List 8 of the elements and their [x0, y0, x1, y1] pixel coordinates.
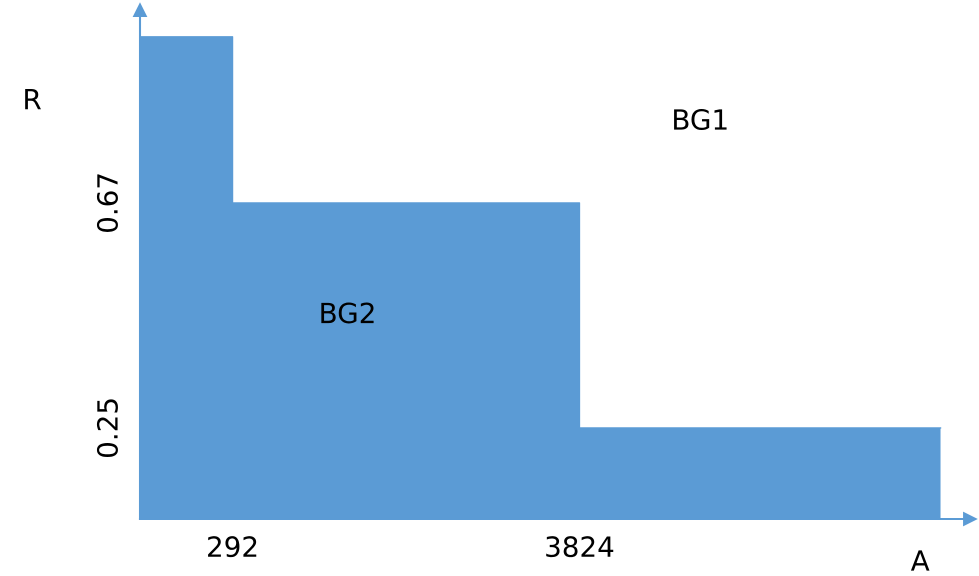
y-tick-label: 0.67: [96, 174, 118, 232]
x-tick-label: 292: [208, 536, 256, 558]
x-axis-title: A: [910, 550, 930, 571]
annotation: BG2: [321, 302, 374, 324]
y-axis-title: R: [25, 89, 41, 110]
y-tick-label: 0.25: [96, 399, 118, 458]
x-tick-label: 3824: [546, 536, 614, 558]
annotation: BG1: [674, 109, 727, 130]
